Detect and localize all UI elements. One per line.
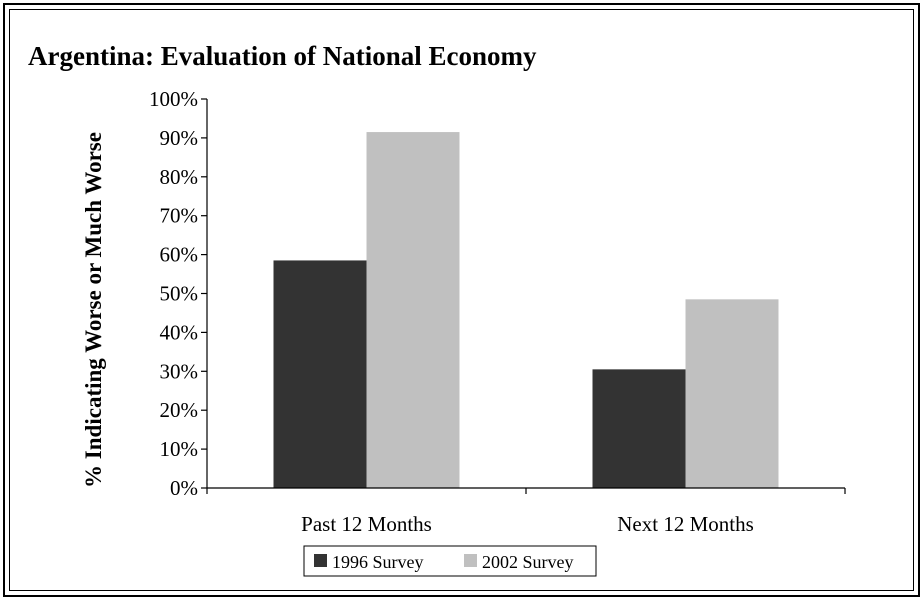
legend-box bbox=[303, 545, 597, 577]
legend-swatch bbox=[464, 554, 477, 567]
y-tick-label: 60% bbox=[160, 243, 199, 267]
bar-2002-next bbox=[685, 299, 779, 488]
y-tick-label: 0% bbox=[170, 476, 198, 500]
y-tick-label: 50% bbox=[160, 282, 199, 306]
chart-title: Argentina: Evaluation of National Econom… bbox=[28, 41, 537, 71]
x-category-label: Past 12 Months bbox=[301, 512, 432, 536]
y-tick-label: 30% bbox=[160, 359, 199, 383]
x-category-label: Next 12 Months bbox=[617, 512, 754, 536]
legend-label: 2002 Survey bbox=[482, 552, 574, 572]
legend-label: 1996 Survey bbox=[332, 552, 424, 572]
y-tick-label: 80% bbox=[160, 165, 199, 189]
bar-1996-past bbox=[273, 260, 367, 488]
y-tick-label: 40% bbox=[160, 320, 199, 344]
chart-inner-frame bbox=[9, 9, 914, 591]
legend: 1996 Survey 2002 Survey bbox=[303, 545, 597, 577]
bar-2002-past bbox=[366, 132, 460, 488]
y-tick-label: 100% bbox=[149, 87, 198, 111]
y-tick-label: 10% bbox=[160, 437, 199, 461]
y-axis-label: % Indicating Worse or Much Worse bbox=[81, 132, 106, 488]
y-tick-label: 90% bbox=[160, 126, 199, 150]
legend-swatch bbox=[314, 554, 327, 567]
bar-1996-next bbox=[592, 369, 686, 488]
chart-outer-frame bbox=[3, 3, 920, 597]
y-tick-label: 20% bbox=[160, 398, 199, 422]
y-tick-label: 70% bbox=[160, 204, 199, 228]
